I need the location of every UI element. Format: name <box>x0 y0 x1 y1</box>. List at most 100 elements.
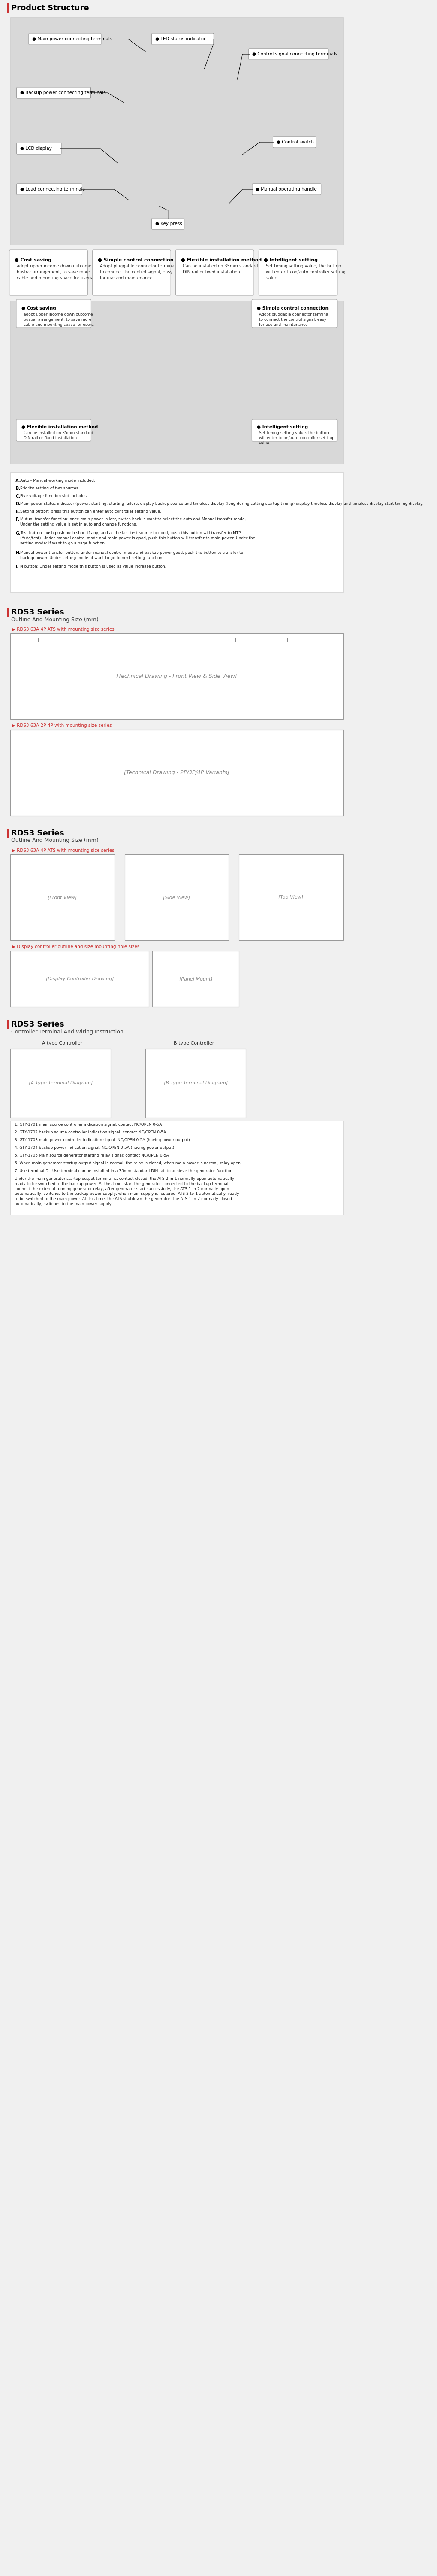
Text: ● LED status indicator: ● LED status indicator <box>155 36 205 41</box>
Text: I.: I. <box>16 564 19 569</box>
FancyBboxPatch shape <box>10 1048 111 1118</box>
FancyBboxPatch shape <box>9 250 88 296</box>
Text: Can be installed on 35mm standard
DIN rail or fixed installation: Can be installed on 35mm standard DIN ra… <box>24 430 93 440</box>
Text: [Front View]: [Front View] <box>48 896 77 899</box>
FancyBboxPatch shape <box>10 634 343 719</box>
FancyBboxPatch shape <box>10 471 343 592</box>
Text: ▶ RDS3 63A 4P ATS with mounting size series: ▶ RDS3 63A 4P ATS with mounting size ser… <box>12 848 114 853</box>
Text: E.: E. <box>16 510 20 515</box>
FancyBboxPatch shape <box>7 1020 9 1028</box>
Text: Can be installed on 35mm standard
DIN rail or fixed installation: Can be installed on 35mm standard DIN ra… <box>183 265 258 276</box>
Text: A type Controller: A type Controller <box>42 1041 83 1046</box>
Text: ● Intelligent setting: ● Intelligent setting <box>264 258 318 263</box>
Text: [Technical Drawing - 2P/3P/4P Variants]: [Technical Drawing - 2P/3P/4P Variants] <box>124 770 229 775</box>
Text: Controller Terminal And Wiring Instruction: Controller Terminal And Wiring Instructi… <box>11 1028 123 1036</box>
FancyBboxPatch shape <box>152 33 214 44</box>
Text: F.: F. <box>16 518 20 520</box>
Text: Set timing setting value, the button
will enter to on/auto controller setting
va: Set timing setting value, the button wil… <box>259 430 333 446</box>
FancyBboxPatch shape <box>17 88 91 98</box>
Text: ▶ RDS3 63A 2P-4P with mounting size series: ▶ RDS3 63A 2P-4P with mounting size seri… <box>12 724 112 726</box>
Text: adopt upper income down outcome
busbar arrangement, to save more
cable and mount: adopt upper income down outcome busbar a… <box>24 312 94 327</box>
FancyBboxPatch shape <box>10 1121 343 1216</box>
Text: [A Type Terminal Diagram]: [A Type Terminal Diagram] <box>28 1082 93 1084</box>
FancyBboxPatch shape <box>125 855 229 940</box>
Text: Main power status indicator (power, starting, starting failure, display backup s: Main power status indicator (power, star… <box>20 502 423 505</box>
Text: N button: Under setting mode this button is used as value increase button.: N button: Under setting mode this button… <box>20 564 166 569</box>
Text: ● Cost saving: ● Cost saving <box>21 307 56 312</box>
FancyBboxPatch shape <box>252 420 337 440</box>
Text: ● Load connecting terminals: ● Load connecting terminals <box>20 188 85 191</box>
FancyBboxPatch shape <box>273 137 316 147</box>
Text: [Side View]: [Side View] <box>163 896 190 899</box>
Text: 1. GTY-1701 main source controller indication signal: contact NC/OPEN 0-5A: 1. GTY-1701 main source controller indic… <box>14 1123 162 1126</box>
Text: Setting button: press this button can enter auto controller setting value.: Setting button: press this button can en… <box>20 510 161 513</box>
FancyBboxPatch shape <box>10 18 343 245</box>
FancyBboxPatch shape <box>10 951 149 1007</box>
Text: ● Simple control connection: ● Simple control connection <box>257 307 329 312</box>
FancyBboxPatch shape <box>17 142 61 155</box>
Text: ● Flexible installation method: ● Flexible installation method <box>181 258 261 263</box>
Text: ▶ RDS3 63A 4P ATS with mounting size series: ▶ RDS3 63A 4P ATS with mounting size ser… <box>12 629 114 631</box>
Text: Priority setting of two sources.: Priority setting of two sources. <box>20 487 80 489</box>
Text: adopt upper income down outcome
busbar arrangement, to save more
cable and mount: adopt upper income down outcome busbar a… <box>17 265 93 281</box>
FancyBboxPatch shape <box>10 301 343 464</box>
Text: Mutual transfer function: once main power is lost, switch back is want to select: Mutual transfer function: once main powe… <box>20 518 246 526</box>
Text: [Technical Drawing - Front View & Side View]: [Technical Drawing - Front View & Side V… <box>116 672 237 680</box>
Text: [Panel Mount]: [Panel Mount] <box>179 976 212 981</box>
FancyBboxPatch shape <box>252 183 321 196</box>
Text: D.: D. <box>16 502 21 505</box>
FancyBboxPatch shape <box>10 855 114 940</box>
Text: 3. GTY-1703 main power controller indication signal: NC/OPEN 0-5A (having power : 3. GTY-1703 main power controller indica… <box>14 1139 190 1141</box>
Text: 6. When main generator startup output signal is normal, the relay is closed, whe: 6. When main generator startup output si… <box>14 1162 242 1164</box>
Text: Manual power transfer button: under manual control mode and backup power good, p: Manual power transfer button: under manu… <box>20 551 243 559</box>
FancyBboxPatch shape <box>17 183 82 196</box>
Text: ● Control switch: ● Control switch <box>277 139 314 144</box>
FancyBboxPatch shape <box>0 0 353 2576</box>
Text: Adopt pluggable connector terminal
to connect the control signal, easy
for use a: Adopt pluggable connector terminal to co… <box>100 265 175 281</box>
Text: 4. GTY-1704 backup power indication signal: NC/OPEN 0-5A (having power output): 4. GTY-1704 backup power indication sign… <box>14 1146 174 1149</box>
Text: [Display Controller Drawing]: [Display Controller Drawing] <box>46 976 114 981</box>
FancyBboxPatch shape <box>249 49 328 59</box>
FancyBboxPatch shape <box>252 299 337 327</box>
Text: 5. GTY-1705 Main source generator starting relay signal: contact NC/OPEN 0-5A: 5. GTY-1705 Main source generator starti… <box>14 1154 169 1157</box>
Text: Under the main generator startup output terminal is, contact closed, the ATS 2-i: Under the main generator startup output … <box>14 1177 239 1206</box>
Text: ● Key-press: ● Key-press <box>155 222 182 227</box>
Text: Set timing setting value, the button
will enter to on/auto controller setting
va: Set timing setting value, the button wil… <box>266 265 346 281</box>
FancyBboxPatch shape <box>152 219 184 229</box>
FancyBboxPatch shape <box>16 420 91 440</box>
FancyBboxPatch shape <box>7 3 9 13</box>
Text: Five voltage function slot includes:: Five voltage function slot includes: <box>20 495 88 497</box>
Text: ● Manual operating handle: ● Manual operating handle <box>256 188 317 191</box>
FancyBboxPatch shape <box>10 729 343 817</box>
Text: Adopt pluggable connector terminal
to connect the control signal, easy
for use a: Adopt pluggable connector terminal to co… <box>259 312 329 327</box>
Text: C.: C. <box>16 495 20 500</box>
Text: Outline And Mounting Size (mm): Outline And Mounting Size (mm) <box>11 837 98 842</box>
Text: [B Type Terminal Diagram]: [B Type Terminal Diagram] <box>164 1082 228 1084</box>
Text: Product Structure: Product Structure <box>11 5 89 13</box>
Text: ▶ Display controller outline and size mounting hole sizes: ▶ Display controller outline and size mo… <box>12 945 139 948</box>
Text: ● Cost saving: ● Cost saving <box>14 258 52 263</box>
FancyBboxPatch shape <box>7 608 9 618</box>
FancyBboxPatch shape <box>29 33 101 44</box>
Text: G.: G. <box>16 531 21 536</box>
Text: ● Backup power connecting terminals: ● Backup power connecting terminals <box>20 90 106 95</box>
Text: Auto - Manual working mode included.: Auto - Manual working mode included. <box>20 479 95 482</box>
Text: RDS3 Series: RDS3 Series <box>11 1020 64 1028</box>
Text: Test button: push push push short if any, and at the last test source to good, p: Test button: push push push short if any… <box>20 531 255 546</box>
Text: [Top View]: [Top View] <box>278 896 303 899</box>
FancyBboxPatch shape <box>176 250 254 296</box>
FancyBboxPatch shape <box>16 299 91 327</box>
Text: RDS3 Series: RDS3 Series <box>11 829 64 837</box>
FancyBboxPatch shape <box>259 250 337 296</box>
Text: 2. GTY-1702 backup source controller indication signal: contact NC/OPEN 0-5A: 2. GTY-1702 backup source controller ind… <box>14 1131 166 1133</box>
FancyBboxPatch shape <box>153 951 239 1007</box>
Text: ● Control signal connecting terminals: ● Control signal connecting terminals <box>252 52 337 57</box>
Text: B type Controller: B type Controller <box>174 1041 214 1046</box>
FancyBboxPatch shape <box>146 1048 246 1118</box>
Text: ● Flexible installation method: ● Flexible installation method <box>21 425 98 430</box>
Text: ● Main power connecting terminals: ● Main power connecting terminals <box>32 36 112 41</box>
Text: B.: B. <box>16 487 21 489</box>
Text: H.: H. <box>16 551 21 556</box>
Text: RDS3 Series: RDS3 Series <box>11 608 64 616</box>
Text: ● Intelligent setting: ● Intelligent setting <box>257 425 308 430</box>
